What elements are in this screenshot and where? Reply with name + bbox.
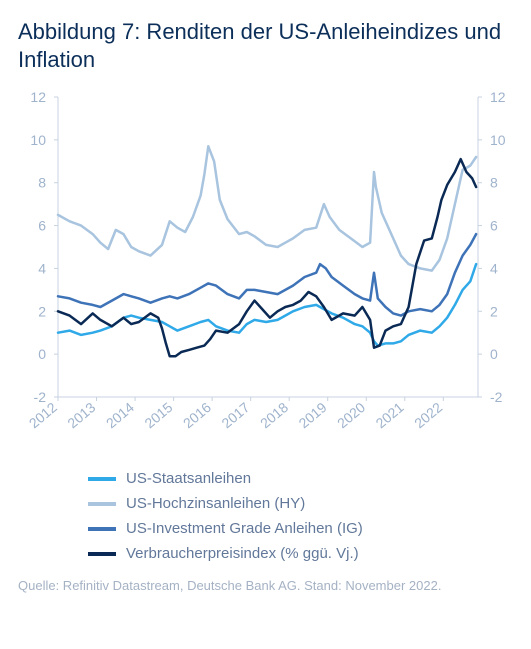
legend-item: US-Investment Grade Anleihen (IG) <box>88 520 521 537</box>
legend-label: US-Staatsanleihen <box>126 470 251 487</box>
svg-text:4: 4 <box>490 260 498 276</box>
svg-text:2013: 2013 <box>64 399 98 431</box>
svg-text:12: 12 <box>30 89 46 105</box>
svg-text:10: 10 <box>30 132 46 148</box>
legend-item: US-Staatsanleihen <box>88 470 521 487</box>
legend-label: US-Investment Grade Anleihen (IG) <box>126 520 363 537</box>
legend-label: Verbraucherpreisindex (% ggü. Vj.) <box>126 545 359 562</box>
svg-text:2: 2 <box>490 303 498 319</box>
legend-label: US-Hochzinsanleihen (HY) <box>126 495 305 512</box>
legend-swatch <box>88 527 116 531</box>
svg-text:8: 8 <box>38 175 46 191</box>
svg-text:12: 12 <box>490 89 506 105</box>
svg-text:2015: 2015 <box>141 399 175 431</box>
svg-text:6: 6 <box>38 218 46 234</box>
source-note: Quelle: Refinitiv Datastream, Deutsche B… <box>18 578 518 595</box>
svg-text:2021: 2021 <box>373 399 407 431</box>
legend: US-Staatsanleihen US-Hochzinsanleihen (HY… <box>88 470 521 562</box>
svg-text:4: 4 <box>38 260 46 276</box>
svg-text:2019: 2019 <box>296 399 330 431</box>
chart-area: -2-2002244668810101212201220132014201520… <box>18 87 518 452</box>
svg-text:6: 6 <box>490 218 498 234</box>
svg-text:2022: 2022 <box>411 399 445 431</box>
svg-text:2018: 2018 <box>257 399 291 431</box>
legend-item: US-Hochzinsanleihen (HY) <box>88 495 521 512</box>
chart-title: Abbildung 7: Renditen der US-Anleiheindi… <box>18 18 521 73</box>
svg-text:2014: 2014 <box>103 399 137 431</box>
svg-text:0: 0 <box>38 346 46 362</box>
svg-text:2: 2 <box>38 303 46 319</box>
svg-text:2017: 2017 <box>218 399 252 431</box>
legend-swatch <box>88 552 116 556</box>
svg-text:2016: 2016 <box>180 399 214 431</box>
svg-text:8: 8 <box>490 175 498 191</box>
svg-text:2020: 2020 <box>334 399 368 431</box>
svg-text:10: 10 <box>490 132 506 148</box>
legend-swatch <box>88 477 116 481</box>
line-chart: -2-2002244668810101212201220132014201520… <box>18 87 518 452</box>
svg-text:-2: -2 <box>490 389 503 405</box>
svg-text:0: 0 <box>490 346 498 362</box>
legend-swatch <box>88 502 116 506</box>
legend-item: Verbraucherpreisindex (% ggü. Vj.) <box>88 545 521 562</box>
svg-text:2012: 2012 <box>26 399 60 431</box>
